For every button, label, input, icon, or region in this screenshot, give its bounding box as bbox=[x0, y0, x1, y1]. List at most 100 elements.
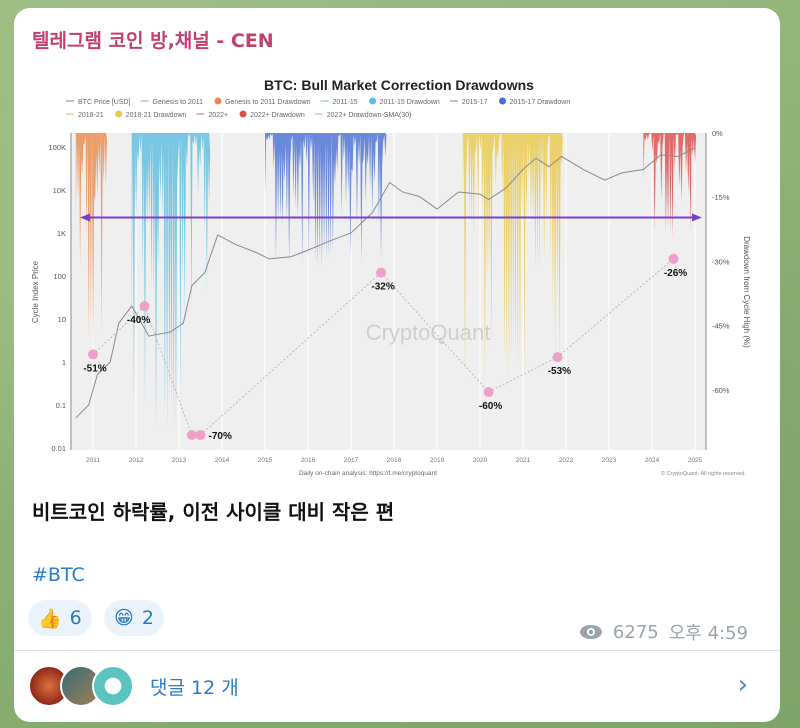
y-left-tick: 0.1 bbox=[56, 401, 66, 410]
drawdown-point bbox=[483, 387, 494, 398]
x-tick-label: 2024 bbox=[645, 457, 660, 464]
y-left-tick: 10K bbox=[53, 186, 66, 195]
legend-item: Genesis to 2011 Drawdown bbox=[225, 99, 311, 106]
x-tick-label: 2013 bbox=[172, 457, 187, 464]
legend-entry: 2022+ bbox=[196, 112, 228, 119]
view-count: 6275 bbox=[612, 621, 659, 643]
chart-title: BTC: Bull Market Correction Drawdowns bbox=[264, 77, 534, 93]
legend-marker bbox=[499, 97, 507, 105]
legend-item: 2018-21 Drawdown bbox=[126, 112, 187, 119]
comments-button[interactable]: 댓글 12 개 › bbox=[28, 664, 758, 708]
y-right-label: Drawdown from Cycle High (%) bbox=[742, 236, 751, 348]
connector-line bbox=[200, 272, 382, 436]
legend-entry: 2018-21 bbox=[66, 112, 104, 119]
connector-line bbox=[488, 356, 558, 393]
x-tick-label: 2016 bbox=[301, 457, 316, 464]
drawdown-point bbox=[668, 253, 679, 264]
watermark: CryptoQuant bbox=[366, 320, 491, 345]
y-left-tick: 1 bbox=[62, 358, 66, 367]
legend-entry: 2015-17 Drawdown bbox=[499, 97, 571, 106]
legend-item: 2015-17 Drawdown bbox=[510, 99, 571, 106]
chart-image[interactable]: BTC: Bull Market Correction Drawdowns BT… bbox=[28, 68, 770, 485]
legend-marker bbox=[214, 97, 222, 105]
y-left-tick: 100K bbox=[48, 143, 66, 152]
chart-copyright: © CryptoQuant. All rights reserved. bbox=[661, 470, 747, 477]
drawdown-label: -53% bbox=[548, 366, 571, 377]
legend-item: 2022+ Drawdown bbox=[250, 112, 305, 119]
legend-item: 2022+ bbox=[208, 112, 228, 119]
x-tick-label: 2014 bbox=[215, 457, 230, 464]
drawdown-band bbox=[75, 133, 107, 350]
message-meta: 6275 오후 4:59 bbox=[579, 619, 748, 645]
legend-entry: 2022+ Drawdown-SMA(30) bbox=[314, 112, 412, 119]
x-tick-label: 2020 bbox=[473, 457, 488, 464]
drawdown-band bbox=[643, 133, 697, 238]
eye-icon bbox=[579, 625, 602, 639]
x-tick-label: 2015 bbox=[258, 457, 273, 464]
drawdown-point bbox=[376, 267, 387, 278]
drawdown-band bbox=[265, 133, 387, 268]
x-tick-label: 2017 bbox=[344, 457, 359, 464]
legend-item: Genesis to 2011 bbox=[153, 99, 204, 106]
x-tick-label: 2023 bbox=[602, 457, 617, 464]
y-right-tick: 0% bbox=[712, 129, 723, 138]
drawdown-band bbox=[131, 133, 211, 433]
hashtag-link[interactable]: #BTC bbox=[32, 564, 85, 586]
channel-title[interactable]: 텔레그램 코인 방,채널 - CEN bbox=[32, 30, 274, 52]
divider bbox=[14, 650, 780, 651]
legend-item: BTC Price [USD] bbox=[78, 99, 131, 106]
legend-marker bbox=[115, 110, 123, 118]
legend-entry: 2022+ Drawdown bbox=[239, 110, 305, 119]
legend-entry: Genesis to 2011 Drawdown bbox=[214, 97, 311, 106]
x-tick-label: 2011 bbox=[86, 457, 100, 464]
y-right-tick: -30% bbox=[712, 257, 730, 266]
grin-icon: 😁 bbox=[114, 607, 134, 629]
avatar bbox=[92, 665, 134, 707]
x-tick-label: 2018 bbox=[387, 457, 402, 464]
legend-entry: 2018-21 Drawdown bbox=[115, 110, 187, 119]
drawdown-label: -26% bbox=[664, 268, 687, 279]
legend-item: 2011-15 Drawdown bbox=[380, 99, 440, 106]
drawdown-label: -32% bbox=[371, 282, 394, 293]
timestamp: 오후 4:59 bbox=[668, 623, 748, 644]
legend-entry: 2011-15 Drawdown bbox=[369, 97, 440, 106]
reaction-thumbs-up[interactable]: 👍 6 bbox=[28, 600, 92, 636]
x-tick-label: 2022 bbox=[559, 457, 574, 464]
message-text: 비트코인 하락률, 이전 사이클 대비 작은 편 bbox=[32, 500, 395, 524]
thumbs-up-icon: 👍 bbox=[38, 607, 62, 630]
x-tick-label: 2025 bbox=[688, 457, 703, 464]
x-tick-label: 2012 bbox=[129, 457, 144, 464]
chart-footer: Daily on-chain analysis: https://t.me/cr… bbox=[299, 470, 437, 477]
y-right-tick: -45% bbox=[712, 322, 730, 331]
y-left-tick: 0.01 bbox=[51, 444, 66, 453]
reaction-grin[interactable]: 😁 2 bbox=[104, 600, 164, 636]
reaction-count: 2 bbox=[141, 607, 154, 629]
connector-line bbox=[144, 305, 193, 436]
drawdown-point bbox=[195, 430, 206, 441]
connector-line bbox=[380, 272, 489, 393]
y-left-tick: 1K bbox=[57, 229, 66, 238]
drawdown-point bbox=[552, 352, 563, 363]
arrow-left-icon bbox=[80, 213, 90, 222]
y-left-tick: 100 bbox=[53, 272, 66, 281]
y-right-tick: -60% bbox=[712, 386, 730, 395]
drawdown-label: -70% bbox=[209, 431, 232, 442]
x-tick-label: 2019 bbox=[430, 457, 445, 464]
chevron-right-icon: › bbox=[737, 670, 748, 700]
legend-entry: 2011-15 bbox=[320, 99, 358, 106]
legend-item: 2011-15 bbox=[332, 99, 357, 106]
drawdown-label: -60% bbox=[479, 401, 502, 412]
y-right-tick: -15% bbox=[712, 193, 730, 202]
legend-marker bbox=[369, 97, 377, 105]
drawdown-point bbox=[139, 301, 150, 312]
price-line bbox=[75, 147, 696, 419]
comments-label: 댓글 12 개 bbox=[150, 676, 239, 699]
legend-marker bbox=[239, 110, 247, 118]
legend-entry: Genesis to 2011 bbox=[140, 99, 204, 106]
drawdown-chart: BTC: Bull Market Correction Drawdowns BT… bbox=[31, 77, 751, 477]
y-left-label: Cycle Index Price bbox=[31, 260, 40, 323]
avatar bbox=[28, 665, 70, 707]
legend-item: 2022+ Drawdown-SMA(30) bbox=[327, 112, 412, 119]
legend-item: 2018-21 bbox=[78, 112, 104, 119]
connector-line bbox=[557, 258, 674, 358]
